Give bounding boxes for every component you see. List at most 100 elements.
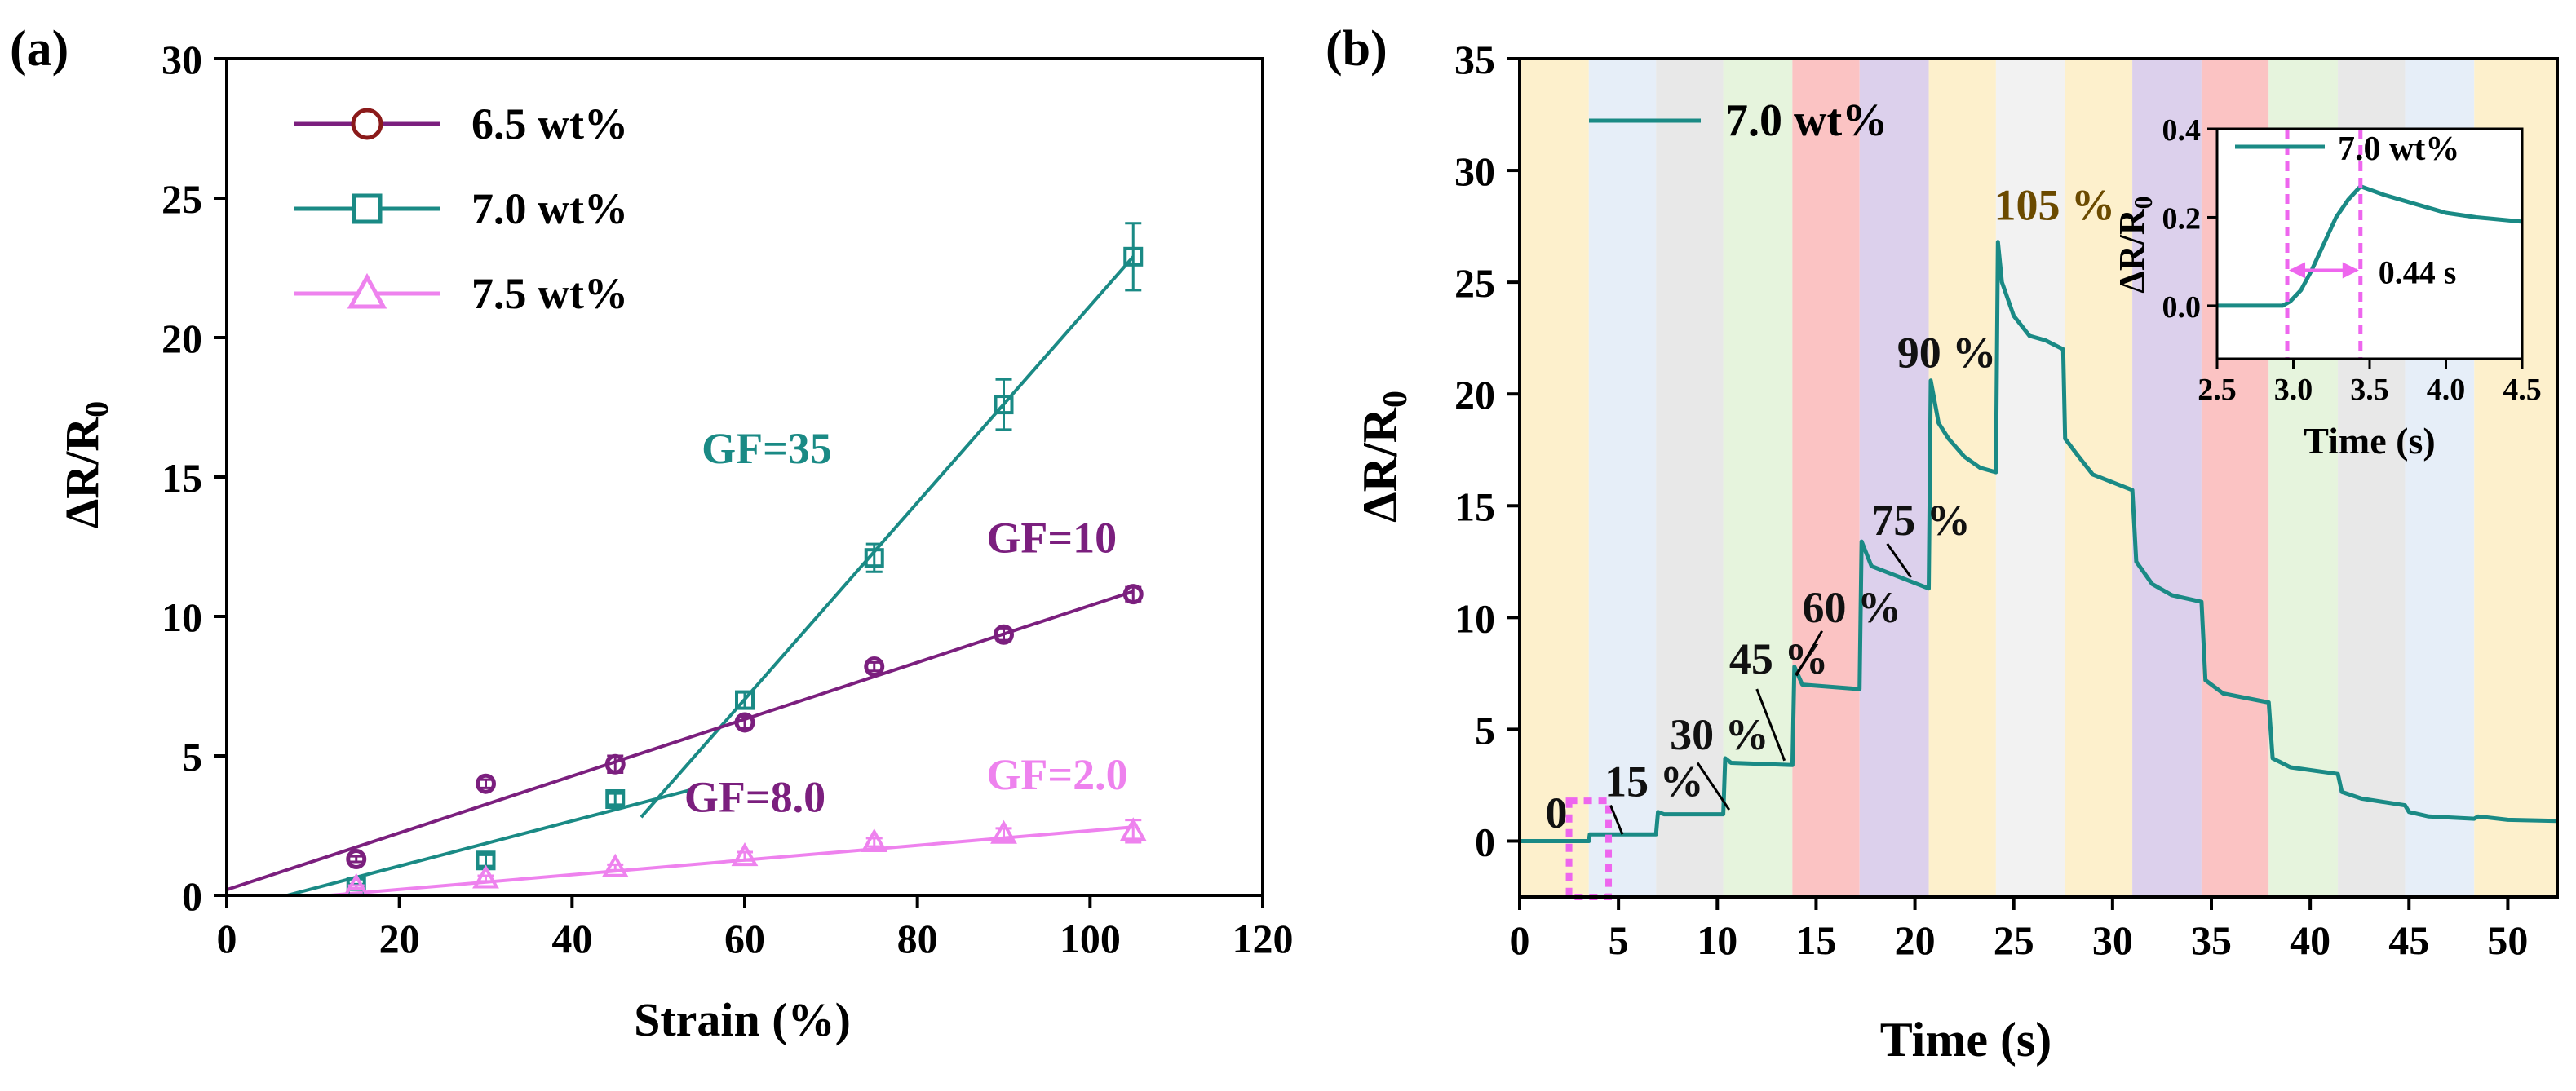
- data-point-75wt-6: [1119, 817, 1147, 841]
- data-point-65wt-5: [994, 624, 1014, 645]
- gf-annotation-1: GF=10: [986, 513, 1117, 562]
- panel-b: (b) 0 15 %30 % 45 %60 % 75 % 90 % 105 % 0 5 10 1…: [1326, 21, 2559, 1067]
- x-tick-label-10: 50: [2487, 917, 2528, 963]
- inset-x-tick-label-0: 2.5: [2198, 373, 2237, 407]
- step-label-7: 105 %: [1994, 180, 2115, 229]
- data-point-65wt-6: [1122, 584, 1144, 605]
- x-tick-label-5: 25: [1994, 917, 2034, 963]
- step-label-0: 0: [1545, 788, 1567, 837]
- zoom-region-box: [1565, 797, 1613, 901]
- panel-b-axes: 0 5 10 15 20 25 30 35 40 45 50 0 5 10 15 20 25 30 35: [1454, 37, 2559, 963]
- x-tick-label-0: 0: [217, 916, 237, 961]
- data-point-75wt-4: [861, 828, 888, 853]
- y-tick-label-6: 30: [1454, 148, 1495, 194]
- inset-y-tick-label-1: 0.2: [2162, 201, 2202, 236]
- panel-a-y-axis-label-sub: 0: [78, 401, 115, 417]
- y-tick-label-4: 20: [162, 316, 202, 361]
- inset-chart: 0.44 s 7.0 wt% 2.5 3.0 3.5 4.0 4.5 0.0 0.2 0.4 Tim…: [2112, 113, 2542, 462]
- panel-a-annotations: GF=35 GF=10 GF=8.0 GF=2.0: [684, 424, 1128, 822]
- x-tick-label-8: 40: [2290, 917, 2330, 963]
- data-point-70wt-6: [1123, 246, 1144, 267]
- data-point-70wt-2: [605, 789, 626, 810]
- x-tick-label-6: 30: [2092, 917, 2133, 963]
- data-point-65wt-3: [734, 712, 755, 733]
- y-tick-label-1: 5: [182, 734, 202, 780]
- panel-b-y-axis-label-sub: 0: [1377, 391, 1414, 408]
- y-tick-label-0: 0: [182, 873, 202, 919]
- panel-b-step-labels: 0 15 %30 % 45 %60 % 75 % 90 % 105 %: [1545, 180, 2114, 837]
- panel-b-frame: [1518, 57, 2559, 899]
- inset-arrow-head-right: [2342, 262, 2359, 279]
- data-point-65wt-1: [476, 773, 496, 794]
- strain-band-6: [1928, 59, 1996, 897]
- panel-b-zoom-box: [1565, 797, 1613, 901]
- resistance-trace: [1520, 240, 2558, 843]
- x-tick-label-3: 15: [1795, 917, 1836, 963]
- y-tick-label-2: 10: [1454, 595, 1495, 641]
- x-tick-label-5: 100: [1060, 916, 1121, 961]
- legend-marker-1: [352, 193, 383, 224]
- panel-b-legend-label: 7.0 wt%: [1725, 95, 1888, 146]
- data-point-75wt-1: [472, 864, 499, 889]
- inset-legend-label: 7.0 wt%: [2338, 130, 2459, 168]
- data-point-65wt-0: [346, 849, 367, 870]
- panel-b-label: (b): [1326, 21, 1388, 77]
- x-tick-label-2: 40: [551, 916, 592, 961]
- step-leader-line-4: [1886, 543, 1912, 578]
- x-tick-label-3: 60: [724, 916, 765, 961]
- inset-trace: [2217, 183, 2523, 308]
- inset-y-axis-label-sub: 0: [2128, 196, 2158, 209]
- data-point-75wt-3: [731, 842, 759, 867]
- step-leader-line-1: [1696, 762, 1731, 811]
- x-tick-label-2: 10: [1697, 917, 1737, 963]
- strain-band-4: [1792, 59, 1860, 897]
- y-tick-label-6: 30: [162, 37, 202, 82]
- strain-band-3: [1723, 59, 1793, 897]
- panel-a-background: [227, 59, 1263, 895]
- gf-annotation-0: GF=35: [702, 424, 832, 473]
- data-point-65wt-2: [604, 753, 626, 775]
- step-label-5: 75 %: [1871, 496, 1971, 545]
- y-tick-label-3: 15: [162, 455, 202, 501]
- data-point-70wt-4: [864, 548, 884, 568]
- inset-background: [2217, 129, 2522, 359]
- step-leader-line-0: [1609, 805, 1624, 835]
- y-tick-label-4: 20: [1454, 372, 1495, 417]
- panel-a-legend: 6.5 wt% 7.0 wt% 7.5 wt%: [294, 99, 628, 318]
- x-tick-label-1: 5: [1609, 917, 1629, 963]
- step-label-2: 30 %: [1670, 710, 1769, 759]
- data-point-75wt-2: [601, 853, 629, 877]
- data-point-70wt-5: [994, 395, 1014, 415]
- inset-y-tick-label-0: 0.0: [2162, 290, 2202, 325]
- fit-line-0: [640, 255, 1135, 819]
- y-tick-label-2: 10: [162, 594, 202, 640]
- y-tick-label-5: 25: [162, 176, 202, 222]
- panel-b-y-axis-label-main: ΔR/R: [1353, 407, 1407, 523]
- legend-label-1: 7.0 wt%: [471, 184, 628, 233]
- strain-band-7: [1995, 59, 2065, 897]
- inset-y-axis-label: ΔR/R0: [2112, 196, 2158, 293]
- panel-a-axes: 0 20 40 60 80 100 120 0 5 10 15 20 25 30: [162, 37, 1294, 961]
- step-label-3: 45 %: [1729, 634, 1829, 683]
- inset-x-tick-label-4: 4.5: [2503, 373, 2542, 407]
- gf-annotation-3: GF=2.0: [986, 750, 1127, 799]
- step-label-6: 90 %: [1897, 328, 1997, 377]
- strain-band-2: [1656, 59, 1724, 897]
- panel-b-y-axis-label: ΔR/R0: [1353, 391, 1414, 523]
- inset-y-tick-label-2: 0.4: [2162, 113, 2202, 148]
- step-leader-line-2: [1755, 688, 1786, 762]
- data-point-75wt-5: [990, 819, 1017, 844]
- panel-b-legend: 7.0 wt%: [1589, 95, 1888, 146]
- step-label-1: 15 %: [1604, 758, 1704, 806]
- inset-interval-label: 0.44 s: [2379, 254, 2457, 291]
- x-tick-label-6: 120: [1233, 916, 1294, 961]
- x-tick-label-4: 20: [1895, 917, 1936, 963]
- step-leader-line-3: [1795, 630, 1823, 677]
- panel-a-plot-area: [227, 59, 1263, 895]
- legend-label-2: 7.5 wt%: [471, 269, 628, 318]
- panel-a-label: (a): [10, 21, 69, 77]
- data-point-65wt-4: [864, 656, 885, 678]
- inset-x-axis-label: Time (s): [2304, 420, 2435, 462]
